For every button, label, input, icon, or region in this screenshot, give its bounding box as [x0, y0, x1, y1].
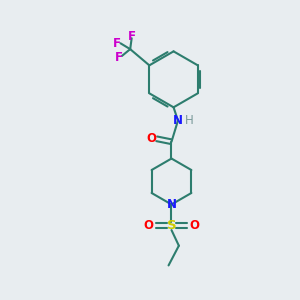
Text: N: N [167, 198, 176, 211]
Text: H: H [185, 114, 194, 127]
Text: O: O [146, 132, 156, 145]
Text: F: F [113, 37, 121, 50]
Text: F: F [128, 30, 136, 43]
Text: N: N [173, 114, 183, 127]
Text: S: S [167, 219, 176, 232]
Text: F: F [115, 51, 123, 64]
Text: O: O [189, 219, 199, 232]
Text: O: O [144, 219, 154, 232]
